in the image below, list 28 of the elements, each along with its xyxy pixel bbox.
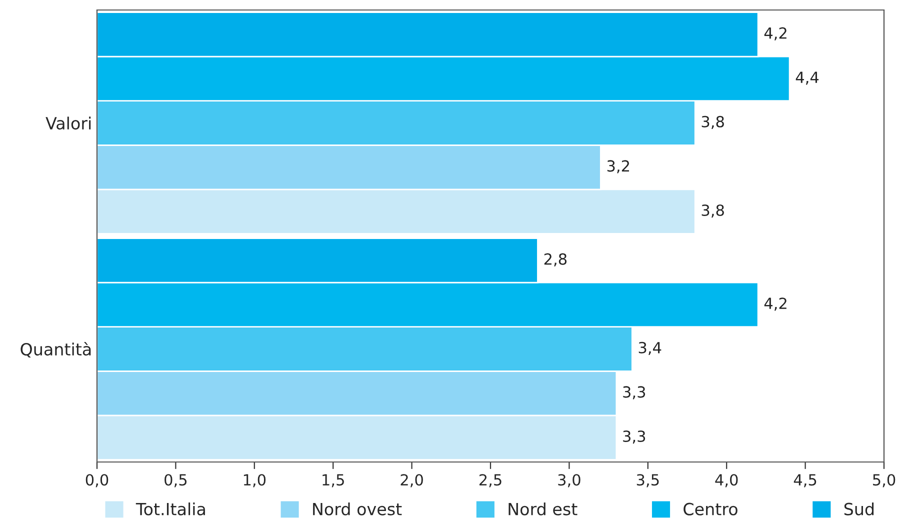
data-label: 4,4 (796, 72, 819, 85)
x-tick-label: 5,0 (873, 474, 896, 488)
data-label: 3,8 (702, 204, 724, 218)
x-tick-label: 3,0 (558, 474, 580, 488)
legend-label: Tot.Italia (136, 502, 205, 516)
x-tick-label: 0,5 (164, 474, 187, 488)
data-label: 3,3 (623, 386, 646, 400)
x-tick-label: 4,0 (715, 474, 738, 488)
x-tick-label: 1,5 (322, 474, 344, 488)
data-label: 2,8 (544, 253, 567, 266)
x-tick-label: 3,5 (636, 474, 659, 488)
legend-label: Nord est (508, 502, 578, 516)
data-label: 4,2 (764, 27, 786, 40)
x-tick-label: 2,5 (479, 474, 502, 488)
data-label: 3,8 (702, 116, 724, 129)
legend-label: Centro (684, 502, 738, 516)
data-label: 3,3 (623, 430, 646, 444)
x-tick-label: 4,5 (794, 474, 816, 488)
data-label: 3,2 (607, 160, 629, 174)
y-tick-label: Valori (46, 116, 91, 130)
legend-label: Nord ovest (313, 502, 402, 516)
x-tick-label: 1,0 (244, 474, 266, 488)
x-tick-label: 2,0 (400, 474, 423, 488)
y-tick-label: Quantità (20, 342, 91, 358)
data-label: 3,4 (638, 342, 662, 355)
x-tick-label: 0,0 (86, 474, 108, 488)
legend-label: Sud (844, 502, 874, 516)
data-label: 4,2 (764, 298, 786, 311)
